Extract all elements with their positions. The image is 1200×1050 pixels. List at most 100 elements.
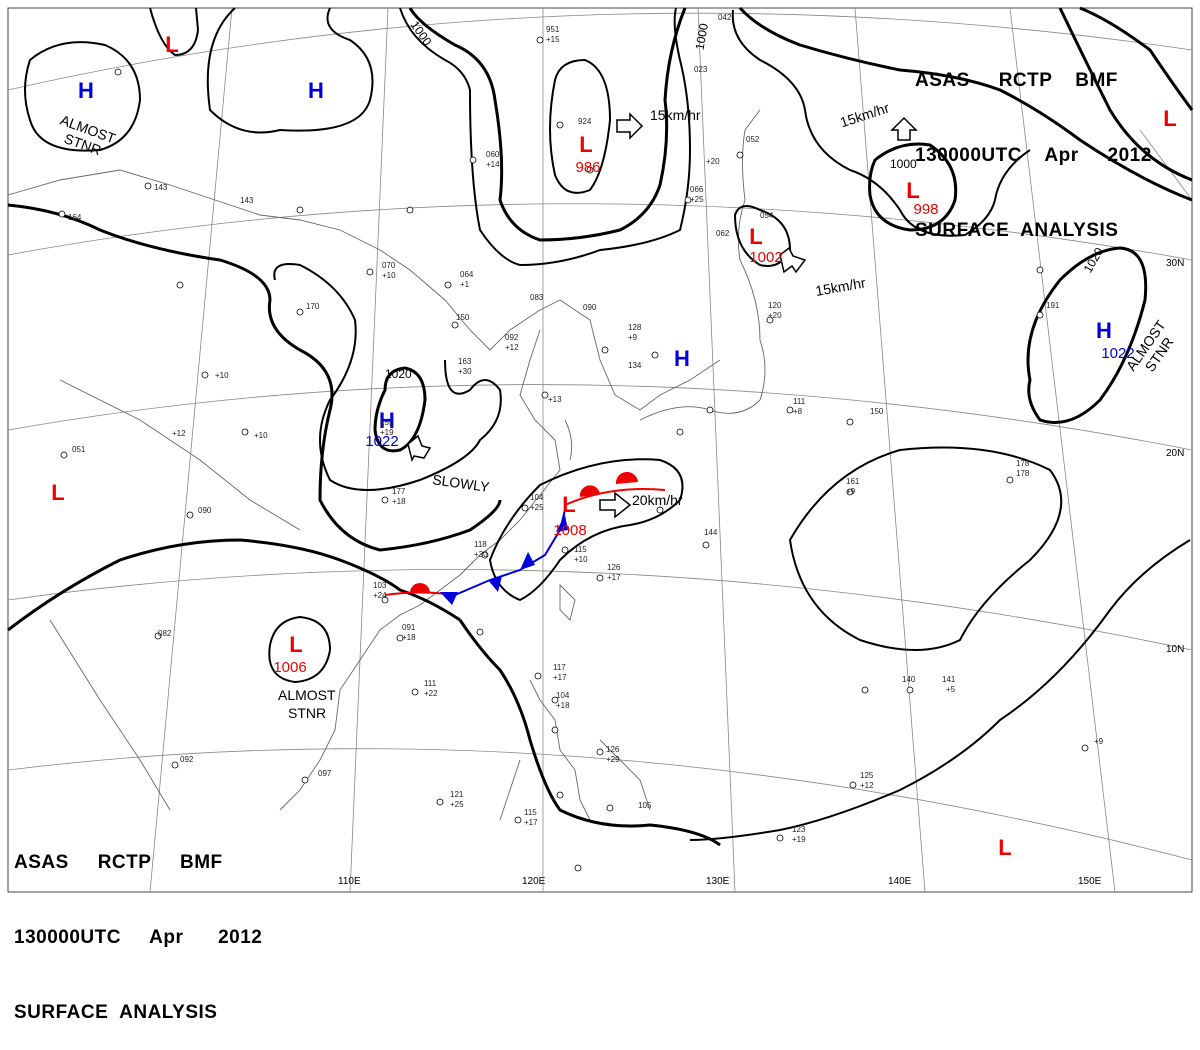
station-value: 150 <box>870 407 884 416</box>
station-value: 170 <box>306 302 320 311</box>
station-value: 164 <box>68 213 82 222</box>
station-value: 140 <box>902 675 916 684</box>
high-center-4: H <box>674 346 690 371</box>
station-value: +25 <box>690 195 704 204</box>
header-station: RCTP <box>998 70 1053 91</box>
station-value: 126 <box>606 745 620 754</box>
station-value: +18 <box>556 701 570 710</box>
isobars-thin <box>24 7 1191 841</box>
high-pressure-3: 1022 <box>1101 345 1134 362</box>
low-center-7: L <box>562 492 575 517</box>
station-value: 134 <box>628 361 642 370</box>
motion-arrows <box>407 112 918 519</box>
station-value: 951 <box>546 25 560 34</box>
station-value: 064 <box>460 270 474 279</box>
station-value: +13 <box>548 395 562 404</box>
low-pressure-3: 998 <box>913 201 938 218</box>
low-pressure-2: 986 <box>575 159 600 176</box>
low-center-9: L <box>998 835 1011 860</box>
station-value: 054 <box>760 211 774 220</box>
lat-label: 10N <box>1166 644 1184 655</box>
station-value: +12 <box>860 781 874 790</box>
station-value: 091 <box>402 623 416 632</box>
station-value: 125 <box>860 771 874 780</box>
station-value: 105 <box>638 801 652 810</box>
grid-labels: 110E 120E 130E 140E 150E 30N 20N 10N <box>338 258 1184 887</box>
lon-label: 140E <box>888 876 912 887</box>
header-product: ASAS <box>915 70 970 91</box>
station-value: 104 <box>530 493 544 502</box>
high-pressure-5: 1022 <box>365 433 398 450</box>
station-value: 066 <box>690 185 704 194</box>
header-product: ASAS <box>14 852 69 873</box>
station-value: +9 <box>628 333 638 342</box>
station-value: 120 <box>768 301 782 310</box>
low-center-2: L <box>579 132 592 157</box>
station-value: +19 <box>380 428 394 437</box>
station-value: +9 <box>846 487 856 496</box>
station-value: 117 <box>553 663 566 672</box>
station-value: +9 <box>1094 737 1104 746</box>
station-value: 052 <box>746 135 760 144</box>
station-value: 092 <box>505 333 519 342</box>
station-value: 178 <box>1016 469 1030 478</box>
station-value: 163 <box>458 357 472 366</box>
station-value: +19 <box>792 835 806 844</box>
high-center-5: H <box>379 408 395 433</box>
arrow-north <box>890 116 918 141</box>
station-value: 115 <box>574 545 587 554</box>
station-value: 121 <box>450 790 464 799</box>
station-value: 123 <box>792 825 806 834</box>
station-value: +1 <box>460 280 470 289</box>
arrow-southeast-2 <box>407 434 432 463</box>
lon-label: 150E <box>1078 876 1102 887</box>
station-value: 111 <box>793 397 806 406</box>
station-value: 150 <box>456 313 470 322</box>
high-center-2: H <box>308 78 324 103</box>
header-time: 130000UTC <box>915 145 1022 166</box>
station-value: +18 <box>392 497 406 506</box>
station-value: 155 <box>380 418 394 427</box>
header-line-1: ASAS RCTP BMF <box>915 68 1152 93</box>
header-line-3: SURFACE ANALYSIS <box>14 1002 218 1023</box>
header-year: 2012 <box>218 927 263 948</box>
station-value: 090 <box>198 506 212 515</box>
station-value: +30 <box>474 550 488 559</box>
header-month: Apr <box>1044 145 1079 166</box>
isobars-bold <box>7 6 1194 847</box>
station-value: +30 <box>458 367 472 376</box>
station-value: +20 <box>768 311 782 320</box>
header-line-3: SURFACE ANALYSIS <box>915 220 1119 241</box>
low-center-3: L <box>906 178 919 203</box>
station-value: +8 <box>793 407 803 416</box>
motion-label: SLOWLY <box>431 471 491 495</box>
station-value: +12 <box>172 429 186 438</box>
station-value: +17 <box>553 673 567 682</box>
station-value: +24 <box>373 591 387 600</box>
graticule <box>7 7 1193 893</box>
isobar-label: 1000 <box>890 157 917 171</box>
header-chart: BMF <box>180 852 223 873</box>
header-top: ASAS RCTP BMF 130000UTC Apr 2012 SURFACE… <box>915 18 1152 268</box>
lon-label: 110E <box>338 876 361 887</box>
header-line-2: 130000UTC Apr 2012 <box>14 925 262 950</box>
low-pressure-4: 1002 <box>749 249 782 266</box>
station-circles <box>58 36 1089 872</box>
station-value: +15 <box>546 35 560 44</box>
station-value: 141 <box>942 675 956 684</box>
motion-label: 15km/hr <box>650 107 701 123</box>
isobar-label: 1020 <box>385 367 412 381</box>
station-value: +10 <box>382 271 396 280</box>
station-value: 143 <box>154 183 168 192</box>
high-center-3: H <box>1096 318 1112 343</box>
station-value: 118 <box>474 540 487 549</box>
lon-label: 130E <box>706 876 730 887</box>
station-value: 177 <box>392 487 406 496</box>
header-year: 2012 <box>1107 145 1152 166</box>
station-value: 083 <box>530 293 544 302</box>
station-value: +10 <box>215 371 229 380</box>
low-center-6: L <box>51 480 64 505</box>
station-value: 161 <box>846 477 860 486</box>
low-center-8: L <box>289 632 302 657</box>
station-value: 023 <box>694 65 708 74</box>
